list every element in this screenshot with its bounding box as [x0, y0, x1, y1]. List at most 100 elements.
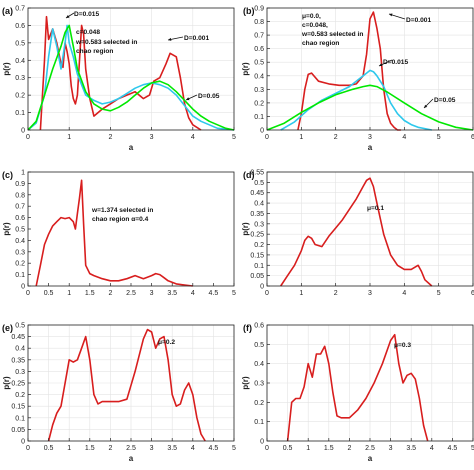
y-tick-label: 0.4 — [254, 73, 264, 80]
x-tick-label: 0.5 — [283, 445, 293, 452]
annotation: D=0.001 — [184, 35, 209, 42]
annotation-arrowhead — [424, 104, 428, 108]
x-tick-label: 4 — [402, 134, 406, 141]
panel-5: 0 0.5 1 1.5 2 2.5 3 3.5 4 4.5 5 0 0.05 0.1 0.15 0.2 0.25… — [2, 323, 236, 464]
annotation: μ=0.1 — [367, 205, 384, 212]
annotation-arrowhead — [379, 63, 383, 67]
x-tick-label: 4.5 — [209, 445, 219, 452]
series-line — [47, 328, 206, 442]
series-line — [280, 69, 432, 131]
x-tick-label: 5 — [232, 445, 236, 452]
y-tick-label: 0.1 — [15, 110, 25, 117]
x-tick-label: 3.5 — [167, 290, 177, 297]
x-tick-label: 1.5 — [324, 445, 334, 452]
x-tick-label: 2 — [108, 445, 112, 452]
x-axis-label: a — [129, 143, 134, 152]
x-tick-label: 0 — [26, 445, 30, 452]
x-tick-label: 0.5 — [44, 445, 54, 452]
y-tick-label: 0.45 — [11, 334, 25, 341]
y-tick-label: 0.35 — [11, 357, 25, 364]
y-tick-label: 0.7 — [15, 6, 25, 13]
annotation: μ=0.3 — [394, 342, 411, 349]
y-tick-label: 0.3 — [15, 369, 25, 376]
series-line — [35, 179, 193, 287]
y-tick-label: 0.5 — [15, 323, 25, 330]
y-axis-label: p(r) — [241, 222, 250, 236]
y-tick-label: 0.4 — [15, 238, 25, 245]
y-tick-label: 0 — [21, 439, 25, 446]
annotation-arrowhead — [168, 37, 172, 41]
annotation: chao region — [302, 40, 339, 47]
panel-1: 0 1 2 3 4 5 0 0.1 0.2 0.3 0.4 0.5 0.6 0.7 a p(r) (a) D=0.… — [2, 6, 236, 153]
x-tick-label: 4 — [402, 290, 406, 297]
y-tick-label: 0 — [21, 128, 25, 135]
y-tick-label: 0.6 — [15, 23, 25, 30]
x-tick-label: 0 — [265, 134, 269, 141]
y-tick-label: 0.2 — [254, 100, 264, 107]
x-tick-label: 3 — [368, 134, 372, 141]
x-tick-label: 2 — [108, 134, 112, 141]
x-tick-label: 6 — [471, 134, 474, 141]
x-tick-label: 0 — [26, 134, 30, 141]
y-tick-label: 0.4 — [254, 201, 264, 208]
y-tick-label: 0.7 — [254, 33, 264, 40]
x-tick-label: 2 — [334, 290, 338, 297]
panel-2: 0 1 2 3 4 5 6 0 0.1 0.2 0.3 0.4 0.5 0.6 0.7 0.8 0.9 a p(r)… — [241, 6, 474, 153]
x-tick-label: 0.5 — [44, 290, 54, 297]
y-tick-label: 0.2 — [254, 400, 264, 407]
y-tick-label: 0.55 — [250, 170, 264, 177]
x-tick-label: 1 — [67, 445, 71, 452]
x-tick-label: 3 — [368, 290, 372, 297]
y-tick-label: 0.25 — [250, 232, 264, 239]
panel-6: 0 0.5 1 1.5 2 2.5 3 3.5 4 4.5 5 0 0.1 0.2 0.3 0.4 0.5 0.6… — [241, 323, 474, 464]
y-tick-label: 0.6 — [254, 46, 264, 53]
series-line — [266, 84, 474, 131]
y-tick-label: 0.9 — [15, 181, 25, 188]
annotation: D=0.05 — [434, 97, 456, 104]
x-tick-label: 3.5 — [406, 445, 416, 452]
annotation-arrowhead — [389, 13, 393, 17]
x-tick-label: 5 — [437, 290, 441, 297]
series-line — [27, 24, 235, 131]
y-axis-label: p(r) — [241, 376, 250, 390]
annotation: c=0.048 — [76, 29, 100, 36]
x-tick-label: 1 — [67, 290, 71, 297]
y-tick-label: 0.5 — [254, 60, 264, 67]
x-tick-label: 0 — [265, 445, 269, 452]
x-tick-label: 0 — [265, 290, 269, 297]
annotation: c=0.048, — [302, 22, 328, 29]
x-tick-label: 2 — [334, 134, 338, 141]
x-tick-label: 4.5 — [209, 290, 219, 297]
y-tick-label: 0.8 — [254, 19, 264, 26]
panel-label: (c) — [2, 170, 13, 180]
panel-label: (d) — [243, 170, 255, 180]
x-tick-label: 1.5 — [85, 445, 95, 452]
series-line — [280, 177, 433, 287]
annotation: D=0.05 — [198, 93, 220, 100]
x-tick-label: 2.5 — [365, 445, 375, 452]
series-line — [286, 333, 429, 442]
y-tick-label: 0.05 — [250, 273, 264, 280]
y-tick-label: 0.1 — [254, 419, 264, 426]
y-tick-label: 0.2 — [15, 261, 25, 268]
x-tick-label: 5 — [437, 134, 441, 141]
annotation: chao region — [76, 48, 113, 55]
y-tick-label: 0.45 — [250, 190, 264, 197]
y-tick-label: 0.4 — [15, 58, 25, 65]
y-tick-label: 0.4 — [254, 361, 264, 368]
y-tick-label: 0.9 — [254, 6, 264, 13]
y-axis-label: p(r) — [2, 376, 11, 390]
x-tick-label: 3 — [150, 445, 154, 452]
panel-label: (e) — [2, 323, 13, 333]
x-axis-label: a — [129, 454, 134, 463]
x-tick-label: 2 — [108, 290, 112, 297]
annotation-arrowhead — [186, 97, 190, 101]
y-tick-label: 1 — [21, 170, 25, 177]
x-tick-label: 4 — [430, 445, 434, 452]
annotation: w=0.583 selected in — [75, 39, 137, 46]
y-tick-label: 0.1 — [254, 114, 264, 121]
y-tick-label: 0.3 — [254, 87, 264, 94]
y-tick-label: 0 — [260, 439, 264, 446]
y-axis-label: p(r) — [2, 62, 11, 76]
annotation: μ=0.0, — [302, 13, 321, 20]
